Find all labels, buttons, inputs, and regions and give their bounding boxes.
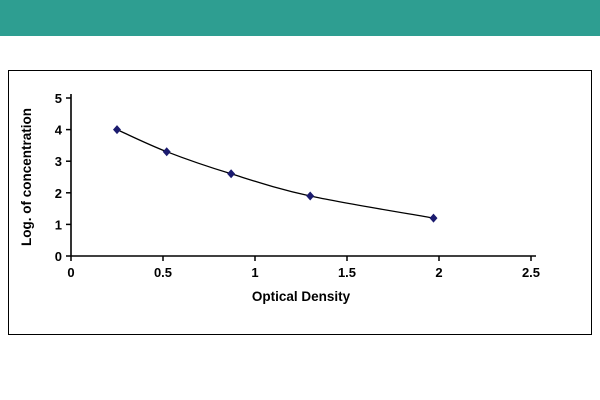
x-tick-label: 1.5	[338, 265, 356, 280]
x-tick-label: 0	[67, 265, 74, 280]
data-point	[162, 147, 171, 157]
y-axis-title: Log. of concentration	[19, 108, 34, 246]
y-tick-label: 2	[55, 186, 62, 201]
y-tick-label: 0	[55, 249, 62, 264]
y-tick-label: 1	[55, 217, 62, 232]
data-point	[113, 125, 121, 135]
x-tick-label: 2	[435, 265, 442, 280]
x-tick-label: 2.5	[522, 265, 540, 280]
y-tick-label: 4	[55, 123, 63, 138]
y-tick-label: 3	[55, 154, 62, 169]
standard-curve-chart: 0 0.5 1 1.5 2 2.5 0 1 2 3 4 5 Optical Density Log. …	[19, 91, 540, 304]
x-tick-label: 1	[251, 265, 258, 280]
data-point	[306, 191, 315, 201]
top-teal-bar	[0, 0, 600, 36]
x-tick-label: 0.5	[154, 265, 172, 280]
data-point	[227, 169, 236, 179]
curve-line	[116, 129, 434, 219]
x-axis-title: Optical Density	[252, 289, 351, 304]
y-tick-label: 5	[55, 91, 62, 106]
chart-frame: 0 0.5 1 1.5 2 2.5 0 1 2 3 4 5 Optical Density Log. …	[8, 70, 592, 335]
data-point	[429, 213, 438, 223]
